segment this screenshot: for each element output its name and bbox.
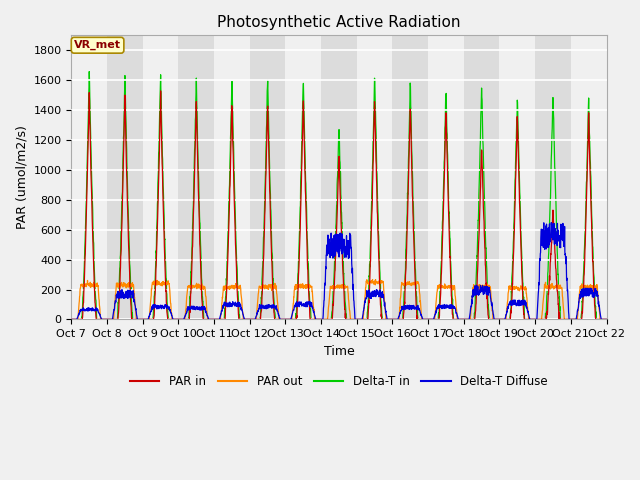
Bar [250, 36, 285, 319]
Title: Photosynthetic Active Radiation: Photosynthetic Active Radiation [217, 15, 461, 30]
Bar [571, 36, 607, 319]
X-axis label: Time: Time [324, 345, 355, 358]
Bar [428, 36, 464, 319]
Bar [179, 36, 214, 319]
Bar [356, 36, 392, 319]
Bar [464, 36, 499, 319]
Bar [392, 36, 428, 319]
Bar [285, 36, 321, 319]
Legend: PAR in, PAR out, Delta-T in, Delta-T Diffuse: PAR in, PAR out, Delta-T in, Delta-T Dif… [125, 371, 553, 393]
Bar [214, 36, 250, 319]
Bar [499, 36, 535, 319]
Bar [107, 36, 143, 319]
Bar [535, 36, 571, 319]
Text: VR_met: VR_met [74, 40, 121, 50]
Bar [72, 36, 107, 319]
Bar [321, 36, 356, 319]
Y-axis label: PAR (umol/m2/s): PAR (umol/m2/s) [15, 125, 28, 229]
Bar [143, 36, 179, 319]
